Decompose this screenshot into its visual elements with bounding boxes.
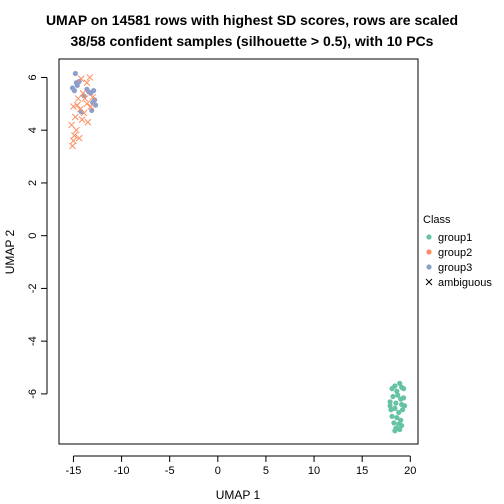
point-group1: [392, 428, 398, 434]
data-points: [68, 70, 408, 434]
point-ambiguous: [78, 116, 86, 124]
point-group1: [400, 407, 406, 413]
point-group1: [398, 417, 404, 423]
x-tick-label: 5: [263, 465, 269, 477]
point-group3: [72, 70, 78, 77]
point-ambiguous: [74, 95, 82, 102]
point-group1: [394, 388, 400, 394]
point-group1: [390, 393, 396, 400]
legend-label-ambiguous: ambiguous: [438, 277, 492, 289]
legend-marker-ambiguous: [425, 278, 433, 286]
x-tick-label: -10: [114, 465, 130, 477]
point-group3: [92, 102, 99, 108]
point-group3: [74, 82, 80, 88]
legend: Class group1 group2 group3 ambiguous: [423, 214, 492, 289]
point-group1: [400, 386, 407, 392]
point-ambiguous: [81, 95, 89, 102]
y-tick-label: -4: [27, 336, 39, 346]
legend-marker-group1: [426, 234, 432, 240]
y-tick-label: 4: [27, 127, 39, 133]
y-tick-label: 0: [27, 233, 39, 239]
point-group1: [397, 426, 403, 433]
point-group1: [401, 403, 408, 409]
point-ambiguous: [89, 93, 97, 101]
point-ambiguous: [84, 118, 92, 126]
point-ambiguous: [87, 103, 95, 110]
point-group3: [81, 93, 87, 99]
point-ambiguous: [75, 134, 83, 142]
legend-label-group1: group1: [438, 232, 472, 244]
point-group1: [387, 403, 393, 409]
point-ambiguous: [71, 132, 78, 139]
point-ambiguous: [70, 137, 77, 145]
y-tick-label: 2: [27, 180, 39, 186]
point-ambiguous: [79, 89, 87, 97]
point-ambiguous: [68, 121, 75, 129]
point-ambiguous: [83, 100, 91, 108]
legend-marker-group3: [426, 264, 432, 270]
point-ambiguous: [70, 103, 77, 110]
point-ambiguous: [80, 109, 88, 117]
legend-title: Class: [423, 214, 451, 226]
chart-subtitle: 38/58 confident samples (silhouette > 0.…: [71, 33, 434, 49]
point-ambiguous: [83, 79, 91, 87]
x-tick-label: 15: [356, 465, 368, 477]
point-group1: [394, 415, 400, 421]
point-group1: [392, 383, 398, 389]
legend-marker-group2: [426, 249, 432, 255]
point-group1: [400, 395, 407, 401]
point-group1: [393, 400, 399, 406]
point-group1: [387, 399, 393, 405]
x-tick-label: 20: [404, 465, 416, 477]
chart-title: UMAP on 14581 rows with highest SD score…: [46, 12, 458, 28]
point-group1: [389, 413, 395, 419]
point-group1: [395, 392, 401, 398]
y-axis-label: UMAP 2: [3, 229, 17, 274]
point-ambiguous: [86, 74, 94, 81]
plot-frame: [58, 58, 419, 445]
point-group3: [71, 88, 77, 94]
point-ambiguous: [73, 101, 81, 109]
y-tick-label: 6: [27, 74, 39, 80]
point-group1: [391, 420, 397, 426]
point-ambiguous: [77, 75, 85, 83]
x-tick-label: -5: [165, 465, 175, 477]
point-group1: [392, 405, 398, 412]
point-group1: [396, 409, 402, 415]
legend-label-group2: group2: [438, 247, 472, 259]
point-group1: [397, 380, 403, 386]
point-group3: [86, 89, 92, 95]
point-ambiguous: [72, 113, 79, 121]
x-axis: -15 -10 -5 0 5 10 15 20: [65, 455, 416, 477]
legend-label-group3: group3: [438, 262, 472, 274]
y-tick-label: -6: [27, 389, 39, 399]
y-axis: -6 -4 -2 0 2 4 6: [27, 74, 48, 399]
point-group1: [399, 422, 405, 429]
x-axis-label: UMAP 1: [216, 488, 261, 502]
point-ambiguous: [69, 142, 76, 150]
x-tick-label: 10: [308, 465, 320, 477]
point-group3: [78, 109, 84, 115]
x-tick-label: 0: [215, 465, 221, 477]
x-tick-label: -15: [65, 465, 81, 477]
y-tick-label: -2: [27, 284, 39, 294]
point-ambiguous: [72, 126, 80, 134]
point-group3: [91, 88, 97, 94]
